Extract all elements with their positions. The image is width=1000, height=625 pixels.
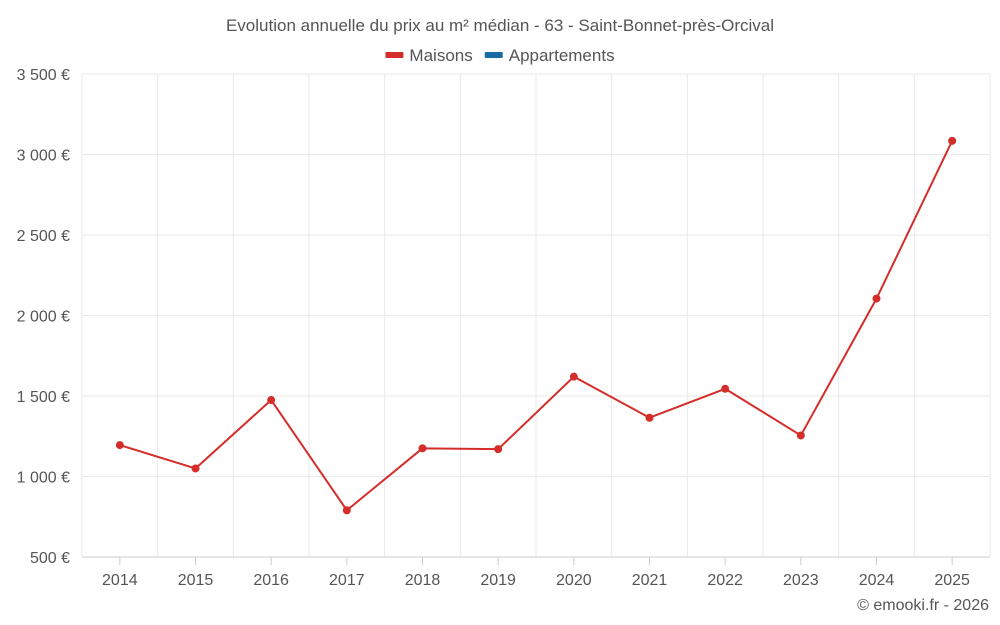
x-tick-label: 2016 bbox=[253, 572, 289, 589]
x-tick-label: 2022 bbox=[707, 572, 743, 589]
x-tick-label: 2017 bbox=[329, 572, 365, 589]
data-point-maisons-2024[interactable] bbox=[872, 294, 881, 303]
data-point-maisons-2016[interactable] bbox=[267, 396, 276, 405]
legend: Maisons Appartements bbox=[385, 46, 615, 65]
grid bbox=[81, 73, 991, 558]
data-point-maisons-2014[interactable] bbox=[115, 441, 124, 450]
data-point-maisons-2018[interactable] bbox=[418, 444, 427, 453]
data-point-maisons-2019[interactable] bbox=[494, 445, 503, 454]
legend-label-appartements[interactable]: Appartements bbox=[509, 46, 615, 65]
x-tick-label: 2018 bbox=[405, 572, 441, 589]
data-point-maisons-2023[interactable] bbox=[796, 431, 805, 440]
y-tick-label: 500 € bbox=[30, 550, 70, 567]
data-point-maisons-2020[interactable] bbox=[569, 372, 578, 381]
y-tick-label: 1 000 € bbox=[17, 470, 70, 487]
y-tick-label: 3 500 € bbox=[17, 67, 70, 84]
data-point-maisons-2015[interactable] bbox=[191, 464, 200, 473]
y-tick-label: 3 000 € bbox=[17, 148, 70, 165]
data-point-maisons-2022[interactable] bbox=[721, 384, 730, 393]
legend-swatch-maisons[interactable] bbox=[385, 52, 404, 58]
x-tick-label: 2014 bbox=[102, 572, 138, 589]
x-tick-label: 2021 bbox=[632, 572, 668, 589]
legend-swatch-appartements[interactable] bbox=[484, 52, 503, 58]
x-tick-label: 2024 bbox=[859, 572, 895, 589]
series-line-maisons bbox=[119, 140, 954, 512]
x-tick-label: 2015 bbox=[178, 572, 214, 589]
x-tick-label: 2020 bbox=[556, 572, 592, 589]
y-tick-label: 1 500 € bbox=[17, 389, 70, 406]
x-tick-label: 2019 bbox=[480, 572, 516, 589]
data-point-maisons-2021[interactable] bbox=[645, 413, 654, 422]
chart-title: Evolution annuelle du prix au m² médian … bbox=[226, 16, 774, 35]
data-point-maisons-2025[interactable] bbox=[948, 136, 957, 145]
y-tick-label: 2 500 € bbox=[17, 228, 70, 245]
y-axis: 500 € 1 000 € 1 500 € 2 000 € 2 500 € 3 000 €… bbox=[17, 67, 70, 567]
legend-label-maisons[interactable]: Maisons bbox=[409, 46, 472, 65]
credit-text: © emooki.fr - 2026 bbox=[857, 597, 989, 614]
series-layer bbox=[115, 136, 957, 515]
x-tick-label: 2023 bbox=[783, 572, 819, 589]
x-axis: 2014 2015 2016 2017 2018 2019 2020 2021 2022 2023… bbox=[82, 556, 990, 589]
y-tick-label: 2 000 € bbox=[17, 309, 70, 326]
data-point-maisons-2017[interactable] bbox=[342, 506, 351, 515]
x-tick-label: 2025 bbox=[934, 572, 970, 589]
